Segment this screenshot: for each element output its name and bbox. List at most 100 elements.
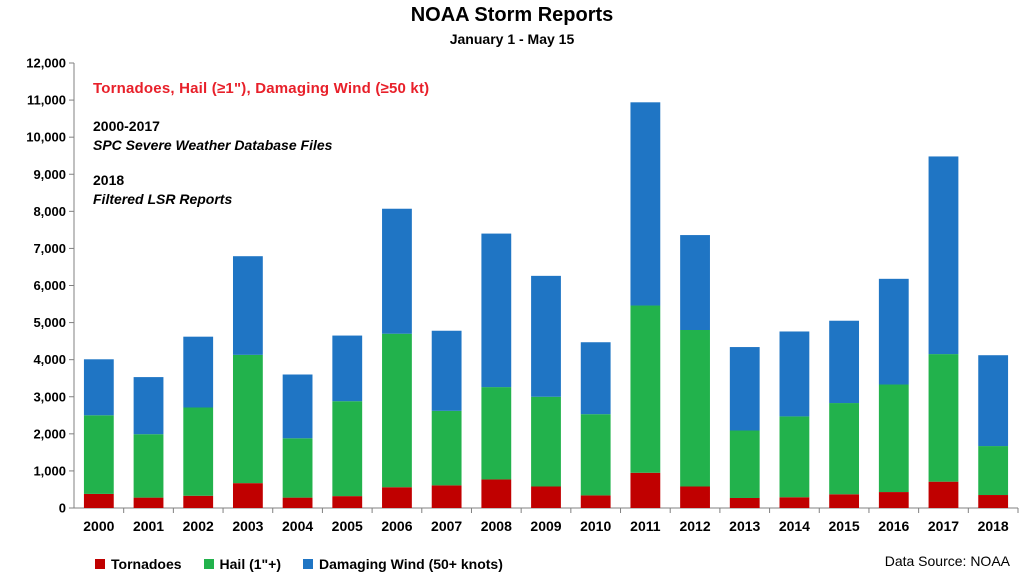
annotation-source-1: SPC Severe Weather Database Files bbox=[93, 137, 332, 153]
bar-tornadoes-2001 bbox=[133, 497, 164, 508]
bar-tornadoes-2000 bbox=[83, 493, 114, 508]
x-tick-label-2009: 2009 bbox=[530, 518, 561, 534]
bar-wind-2006 bbox=[382, 208, 412, 334]
bar-tornadoes-2018 bbox=[978, 495, 1009, 508]
bar-tornadoes-2009 bbox=[531, 486, 561, 508]
bar-tornadoes-2003 bbox=[232, 483, 263, 508]
bar-hail-2006 bbox=[382, 333, 412, 488]
bar-wind-2010 bbox=[580, 342, 611, 415]
legend-label-wind: Damaging Wind (50+ knots) bbox=[319, 556, 503, 572]
legend-swatch-wind bbox=[303, 559, 314, 569]
x-axis-ticks: 2000 2001 2002 2003 2004 2005 2006 2007 2008 2009… bbox=[83, 508, 1019, 534]
bar-tornadoes-2013 bbox=[729, 497, 760, 508]
bar-wind-2003 bbox=[232, 256, 263, 355]
annotation-source-2: Filtered LSR Reports bbox=[93, 191, 232, 207]
bar-hail-2011 bbox=[630, 305, 661, 473]
chart-subtitle: January 1 - May 15 bbox=[449, 31, 575, 47]
x-tick-label-2004: 2004 bbox=[282, 518, 313, 534]
bar-hail-2016 bbox=[878, 384, 909, 493]
x-tick-label-2014: 2014 bbox=[779, 518, 810, 534]
x-tick-label-2016: 2016 bbox=[878, 518, 909, 534]
x-tick-label-2010: 2010 bbox=[580, 518, 611, 534]
legend-swatch-tornadoes bbox=[95, 559, 105, 569]
bar-hail-2018 bbox=[978, 446, 1009, 496]
bar-wind-2001 bbox=[133, 377, 164, 435]
data-source-note: Data Source: NOAA bbox=[884, 553, 1010, 569]
x-tick-label-2002: 2002 bbox=[183, 518, 214, 534]
x-tick-label-2013: 2013 bbox=[729, 518, 760, 534]
y-tick-label: 4,000 bbox=[33, 352, 66, 367]
y-tick-label: 9,000 bbox=[33, 167, 66, 182]
x-tick-label-2015: 2015 bbox=[829, 518, 860, 534]
y-tick-label: 7,000 bbox=[33, 241, 66, 256]
y-tick-label: 8,000 bbox=[33, 204, 66, 219]
bar-tornadoes-2011 bbox=[630, 472, 661, 508]
bar-tornadoes-2004 bbox=[282, 497, 313, 508]
legend-item-hail: Hail (1"+) bbox=[203, 556, 282, 572]
annotation-categories: Tornadoes, Hail (≥1"), Damaging Wind (≥5… bbox=[93, 80, 430, 97]
x-tick-label-2001: 2001 bbox=[133, 518, 164, 534]
x-tick-label-2018: 2018 bbox=[978, 518, 1009, 534]
bar-wind-2017 bbox=[928, 156, 959, 355]
bar-wind-2004 bbox=[282, 374, 313, 439]
y-tick-label: 2,000 bbox=[33, 426, 66, 441]
y-axis-ticks: 0 1,000 2,000 3,000 4,000 5,000 6,000 7,000 8,00… bbox=[26, 56, 74, 516]
bar-hail-2008 bbox=[481, 387, 512, 480]
legend-label-hail: Hail (1"+) bbox=[219, 556, 282, 572]
bar-tornadoes-2007 bbox=[431, 485, 462, 508]
bar-wind-2015 bbox=[829, 320, 860, 404]
bar-hail-2003 bbox=[232, 354, 263, 484]
bar-wind-2018 bbox=[978, 355, 1009, 447]
bar-tornadoes-2002 bbox=[183, 495, 214, 508]
bar-tornadoes-2006 bbox=[382, 487, 412, 508]
bar-hail-2009 bbox=[531, 396, 561, 487]
legend-item-wind: Damaging Wind (50+ knots) bbox=[303, 556, 503, 572]
bar-tornadoes-2017 bbox=[928, 481, 959, 508]
bar-tornadoes-2010 bbox=[580, 495, 611, 508]
bar-hail-2000 bbox=[83, 415, 114, 494]
x-tick-label-2012: 2012 bbox=[679, 518, 710, 534]
bar-tornadoes-2015 bbox=[829, 494, 860, 508]
bar-wind-2000 bbox=[83, 359, 114, 416]
y-tick-label: 11,000 bbox=[27, 93, 66, 108]
bar-tornadoes-2008 bbox=[481, 479, 512, 508]
bar-tornadoes-2014 bbox=[779, 497, 810, 508]
y-tick-label: 5,000 bbox=[33, 315, 66, 330]
bar-hail-2002 bbox=[183, 407, 214, 496]
annotation-source-1-text: SPC Severe Weather Database Files bbox=[93, 137, 333, 153]
bar-wind-2014 bbox=[779, 331, 810, 417]
bar-hail-2012 bbox=[680, 330, 710, 487]
bar-hail-2015 bbox=[829, 403, 860, 495]
y-tick-label: 6,000 bbox=[33, 278, 66, 293]
y-tick-label: 10,000 bbox=[26, 130, 66, 145]
bar-wind-2009 bbox=[531, 275, 561, 397]
bar-tornadoes-2016 bbox=[878, 492, 909, 508]
bar-tornadoes-2012 bbox=[680, 486, 710, 508]
bar-wind-2002 bbox=[183, 336, 214, 408]
legend-swatch-hail bbox=[203, 559, 214, 569]
bar-wind-2016 bbox=[878, 278, 909, 385]
annotation-source-2-text: Filtered LSR Reports bbox=[93, 191, 233, 207]
bar-tornadoes-2005 bbox=[332, 496, 363, 508]
chart-legend: Tornadoes Hail (1"+) Damaging Wind (50+ … bbox=[95, 556, 503, 572]
bar-hail-2014 bbox=[779, 416, 810, 498]
x-tick-label-2011: 2011 bbox=[630, 518, 661, 534]
annotation-period-1: 2000-2017 bbox=[93, 118, 160, 134]
bar-hail-2004 bbox=[282, 438, 313, 498]
y-tick-label: 3,000 bbox=[33, 389, 66, 404]
y-tick-label: 12,000 bbox=[26, 56, 66, 71]
bar-hail-2001 bbox=[133, 434, 164, 498]
x-tick-label-2005: 2005 bbox=[332, 518, 363, 534]
bar-hail-2017 bbox=[928, 354, 959, 482]
chart-bars bbox=[83, 102, 1009, 508]
annotation-period-2: 2018 bbox=[93, 172, 125, 188]
bar-wind-2005 bbox=[332, 335, 363, 402]
x-tick-label-2017: 2017 bbox=[928, 518, 959, 534]
bar-hail-2007 bbox=[431, 410, 462, 486]
bar-wind-2011 bbox=[630, 102, 661, 306]
bar-wind-2007 bbox=[431, 330, 462, 411]
x-tick-label-2003: 2003 bbox=[232, 518, 263, 534]
x-tick-label-2000: 2000 bbox=[83, 518, 114, 534]
bar-wind-2008 bbox=[481, 233, 512, 388]
bar-wind-2012 bbox=[680, 235, 710, 330]
